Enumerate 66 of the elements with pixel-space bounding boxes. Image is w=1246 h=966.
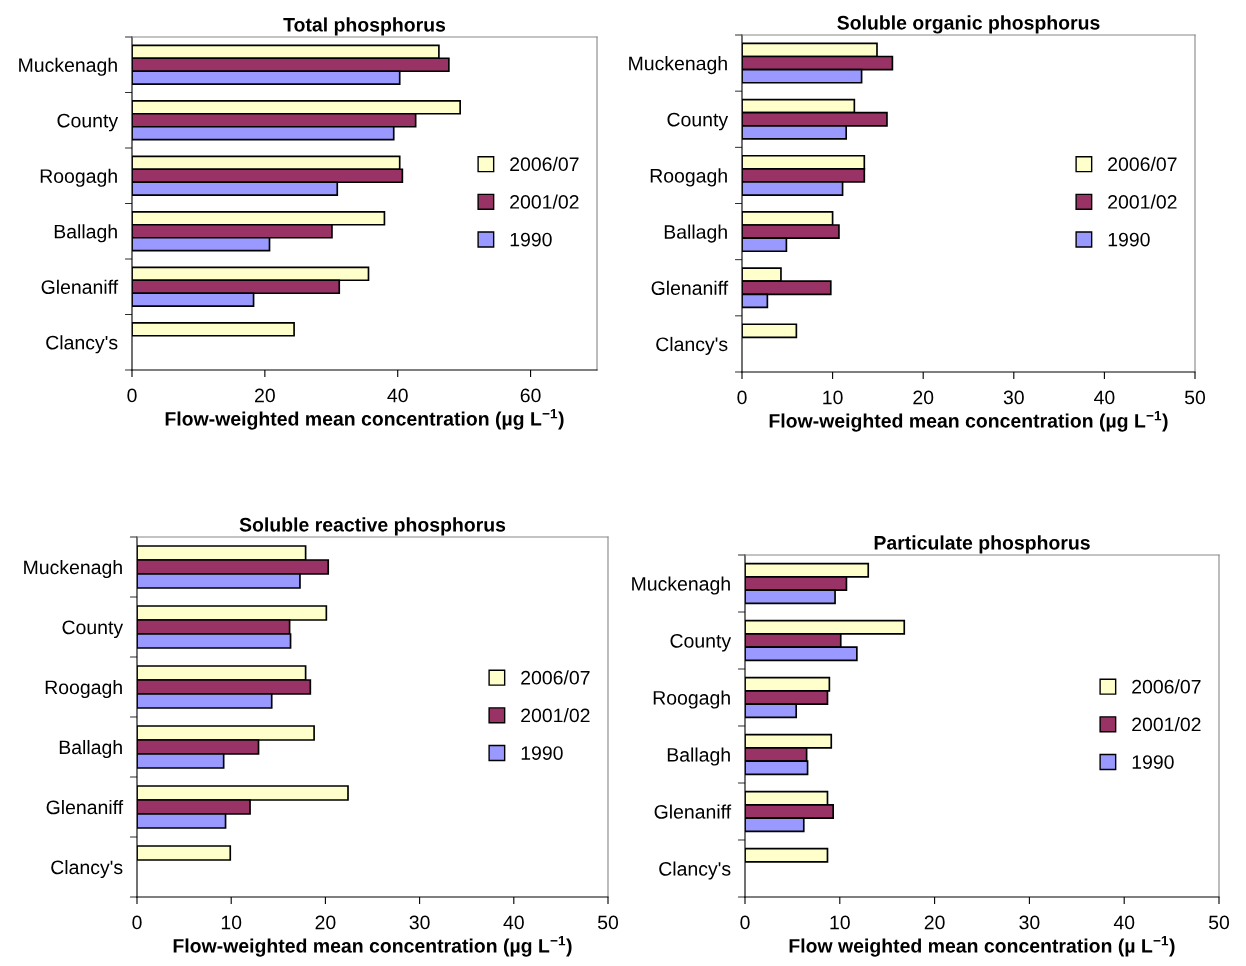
chart-title: Total phosphorus <box>283 17 446 36</box>
chart-title: Soluble organic phosphorus <box>837 15 1100 34</box>
y-tick-label: County <box>57 113 119 132</box>
y-tick-label: Muckenagh <box>632 576 730 595</box>
legend-label: 1990 <box>510 232 552 247</box>
y-tick-label: Glenaniff <box>46 799 124 815</box>
y-tick-label: Glenaniff <box>651 280 729 295</box>
x-tick-label: 0 <box>127 388 137 403</box>
legend-label: 2001/02 <box>510 194 579 209</box>
x-tick-label: 30 <box>1019 915 1040 930</box>
y-tick-label: County <box>670 633 732 652</box>
y-tick-label: Muckenagh <box>24 559 122 579</box>
legend-label: 2001/02 <box>521 707 590 723</box>
legend-label: 2006/07 <box>510 156 579 172</box>
x-tick-label: 20 <box>255 388 275 403</box>
legend-label: 2006/07 <box>521 670 590 685</box>
x-axis-title: Flow-weighted mean concentration (µg L$^{−1}$) <box>173 935 572 957</box>
x-tick-label: 0 <box>132 915 142 930</box>
legend-label: 1990 <box>1108 232 1150 247</box>
y-tick-label: Glenaniff <box>41 279 119 294</box>
x-axis-title: Flow-weighted mean concentration (µg L$^{−1}$) <box>165 408 564 430</box>
x-tick-label: 50 <box>1208 915 1230 930</box>
legend-label: 2006/07 <box>1132 679 1201 694</box>
y-tick-label: Muckenagh <box>19 57 117 76</box>
legend-label: 1990 <box>1132 755 1174 769</box>
y-tick-label: Roogagh <box>653 690 730 709</box>
y-tick-label: Ballagh <box>667 747 730 766</box>
chart-title: Soluble reactive phosphorus <box>239 517 506 536</box>
y-tick-label: County <box>62 620 124 639</box>
x-tick-label: 10 <box>823 390 843 405</box>
y-tick-label: Clancy's <box>51 859 123 879</box>
x-tick-label: 0 <box>737 390 747 405</box>
y-tick-label: Ballagh <box>59 739 122 759</box>
x-tick-label: 10 <box>221 915 242 930</box>
x-tick-label: 40 <box>387 388 408 403</box>
x-tick-label: 20 <box>924 915 945 930</box>
y-tick-label: Clancy's <box>656 336 728 355</box>
x-tick-label: 60 <box>520 388 541 403</box>
x-tick-label: 50 <box>597 915 619 930</box>
x-axis-title: Flow weighted mean concentration (µ L$^{−1}$) <box>789 935 1175 957</box>
legend-label: 2001/02 <box>1132 716 1201 732</box>
x-tick-label: 20 <box>315 915 336 930</box>
y-tick-label: Ballagh <box>664 224 727 243</box>
legend-label: 1990 <box>521 746 563 760</box>
x-tick-label: 40 <box>1094 390 1115 405</box>
y-tick-label: County <box>667 112 729 131</box>
x-tick-label: 20 <box>913 390 934 405</box>
legend-label: 2001/02 <box>1108 194 1177 209</box>
x-tick-label: 40 <box>503 915 524 930</box>
x-tick-label: 0 <box>740 915 750 930</box>
y-tick-label: Roogagh <box>40 168 117 187</box>
y-tick-label: Roogagh <box>650 168 727 187</box>
y-tick-label: Glenaniff <box>654 804 732 819</box>
x-axis-title: Flow-weighted mean concentration (µg L$^{−1}$) <box>769 410 1168 432</box>
x-tick-label: 30 <box>1003 390 1024 405</box>
x-tick-label: 50 <box>1184 390 1206 405</box>
y-tick-label: Clancy's <box>46 335 118 354</box>
x-tick-label: 10 <box>830 915 850 930</box>
y-tick-label: Ballagh <box>54 224 117 243</box>
chart-title: Particulate phosphorus <box>874 535 1090 554</box>
y-tick-label: Clancy's <box>659 861 731 880</box>
legend-label: 2006/07 <box>1108 156 1177 172</box>
x-tick-label: 40 <box>1113 915 1135 930</box>
y-tick-label: Muckenagh <box>629 56 727 75</box>
x-tick-label: 30 <box>409 915 430 930</box>
y-tick-label: Roogagh <box>45 679 122 699</box>
